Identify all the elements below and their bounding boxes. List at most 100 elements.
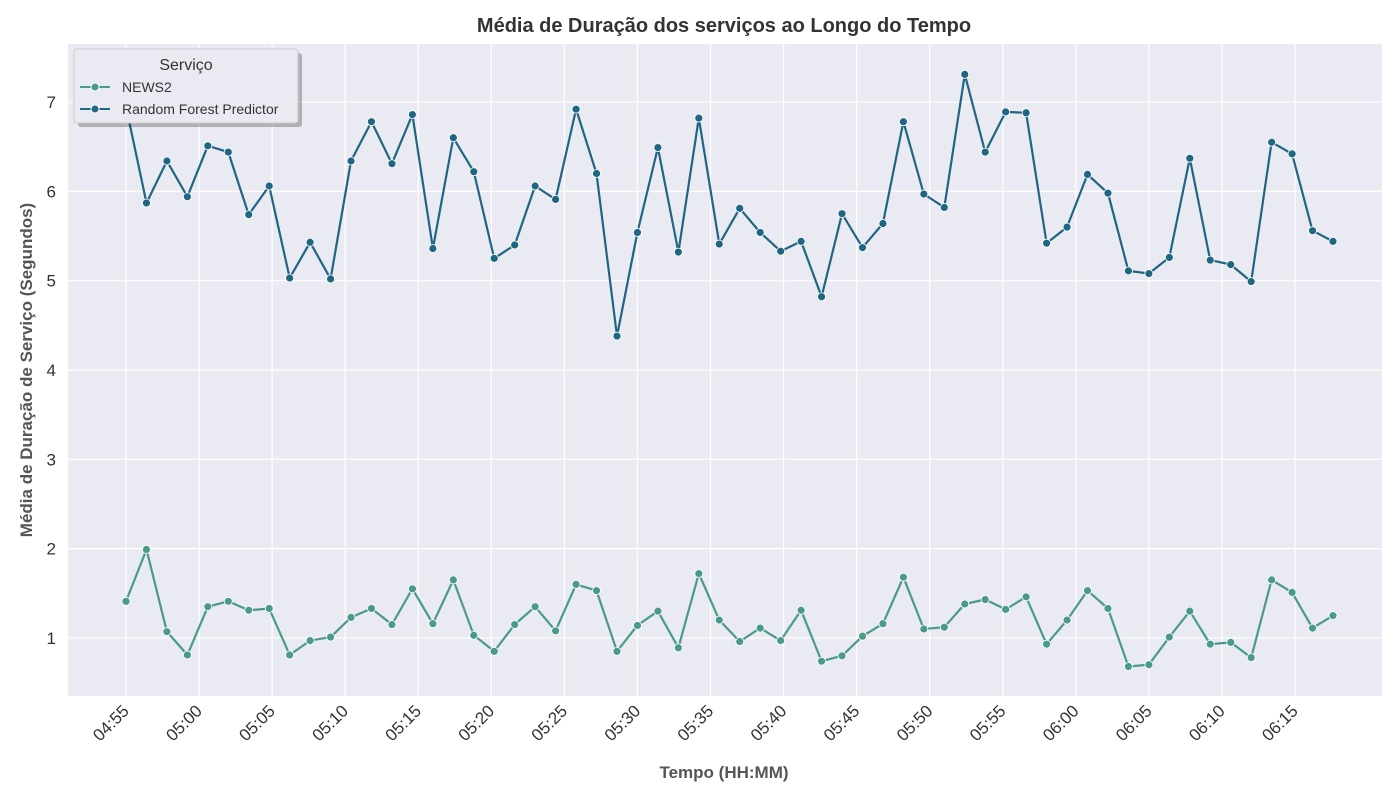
data-point [326, 274, 335, 284]
data-point [305, 237, 315, 247]
data-point [367, 117, 376, 127]
data-point [755, 623, 765, 633]
data-point [939, 203, 949, 212]
data-point [755, 228, 765, 237]
data-point [817, 292, 826, 302]
series-layer [121, 69, 1338, 671]
x-tick-label: 05:05 [235, 701, 279, 745]
data-point [796, 605, 806, 615]
data-point [1062, 615, 1072, 625]
x-tick-labels: 04:55 05:00 05:05 05:10 05:15 05:20 05:25 05:30… [89, 701, 1302, 745]
data-point [1246, 277, 1256, 286]
data-point [1062, 222, 1072, 232]
data-point [1267, 137, 1277, 147]
data-point [551, 626, 561, 636]
data-point [673, 643, 683, 653]
data-point [592, 169, 601, 178]
data-point [571, 579, 581, 589]
data-point [510, 240, 520, 250]
data-point [367, 604, 376, 613]
chart-title: Média de Duração dos serviços ao Longo d… [477, 15, 971, 37]
data-point [858, 631, 867, 641]
series-news2 [121, 545, 1338, 671]
data-point [1205, 255, 1215, 265]
data-point [694, 569, 704, 579]
data-point [1124, 662, 1133, 671]
data-point [285, 650, 295, 660]
data-point [735, 637, 745, 646]
data-point [1083, 169, 1092, 179]
y-tick-label: 7 [47, 93, 56, 112]
data-point [121, 596, 131, 606]
data-point [530, 602, 540, 612]
data-point [1205, 639, 1215, 649]
data-point [1042, 238, 1051, 248]
data-point [796, 236, 806, 246]
data-point [162, 627, 172, 637]
data-point [776, 246, 786, 256]
data-point [714, 615, 724, 625]
x-tick-label: 04:55 [89, 701, 133, 745]
data-point [939, 622, 949, 632]
data-point [633, 228, 642, 237]
data-point [1144, 269, 1154, 278]
data-point [510, 620, 520, 629]
x-tick-label: 05:40 [747, 701, 791, 745]
data-point [264, 181, 274, 191]
data-point [694, 113, 704, 123]
data-point [980, 595, 990, 604]
data-point [1103, 604, 1113, 613]
data-point [448, 133, 458, 143]
data-point [898, 117, 908, 127]
x-tick-label: 05:10 [308, 701, 352, 745]
data-point [898, 572, 908, 582]
data-point [612, 646, 622, 656]
data-point [980, 147, 990, 157]
data-point [489, 253, 499, 263]
legend-box [73, 48, 299, 124]
x-tick-label: 05:50 [893, 701, 937, 745]
data-point [162, 156, 172, 166]
data-point [1185, 606, 1195, 616]
data-point [1001, 107, 1011, 117]
data-point [1124, 266, 1133, 276]
data-point [387, 620, 397, 629]
data-point [448, 575, 458, 585]
data-point [1226, 638, 1236, 647]
data-point [919, 189, 929, 199]
data-point [960, 599, 970, 609]
y-tick-label: 4 [47, 361, 56, 380]
data-point [530, 181, 540, 191]
data-point [714, 239, 724, 249]
data-point [408, 584, 417, 594]
data-point [244, 210, 254, 219]
x-axis-label: Tempo (HH:MM) [659, 763, 788, 782]
data-point [1308, 623, 1317, 633]
data-point [1083, 586, 1092, 596]
x-tick-label: 05:25 [528, 701, 572, 745]
data-point [244, 605, 254, 615]
data-point [223, 596, 233, 606]
legend: Serviço NEWS2 Random Forest Predictor [73, 48, 302, 127]
y-tick-label: 2 [47, 540, 56, 559]
data-point [1287, 587, 1297, 597]
data-point [837, 651, 847, 661]
data-point [858, 243, 867, 253]
data-point [1001, 604, 1011, 614]
x-tick-label: 05:45 [820, 701, 864, 745]
data-point [489, 646, 499, 656]
data-point [1328, 611, 1338, 621]
data-point [1042, 639, 1051, 649]
data-point [653, 143, 663, 153]
legend-title: Serviço [159, 57, 212, 74]
data-point [469, 167, 479, 177]
y-tick-label: 5 [47, 272, 56, 291]
data-point [142, 545, 151, 554]
data-point [408, 110, 417, 119]
data-point [960, 69, 970, 79]
data-point [182, 192, 192, 202]
data-point [1164, 253, 1174, 262]
data-point [264, 604, 274, 613]
y-tick-label: 6 [47, 182, 56, 201]
data-point [735, 203, 745, 213]
